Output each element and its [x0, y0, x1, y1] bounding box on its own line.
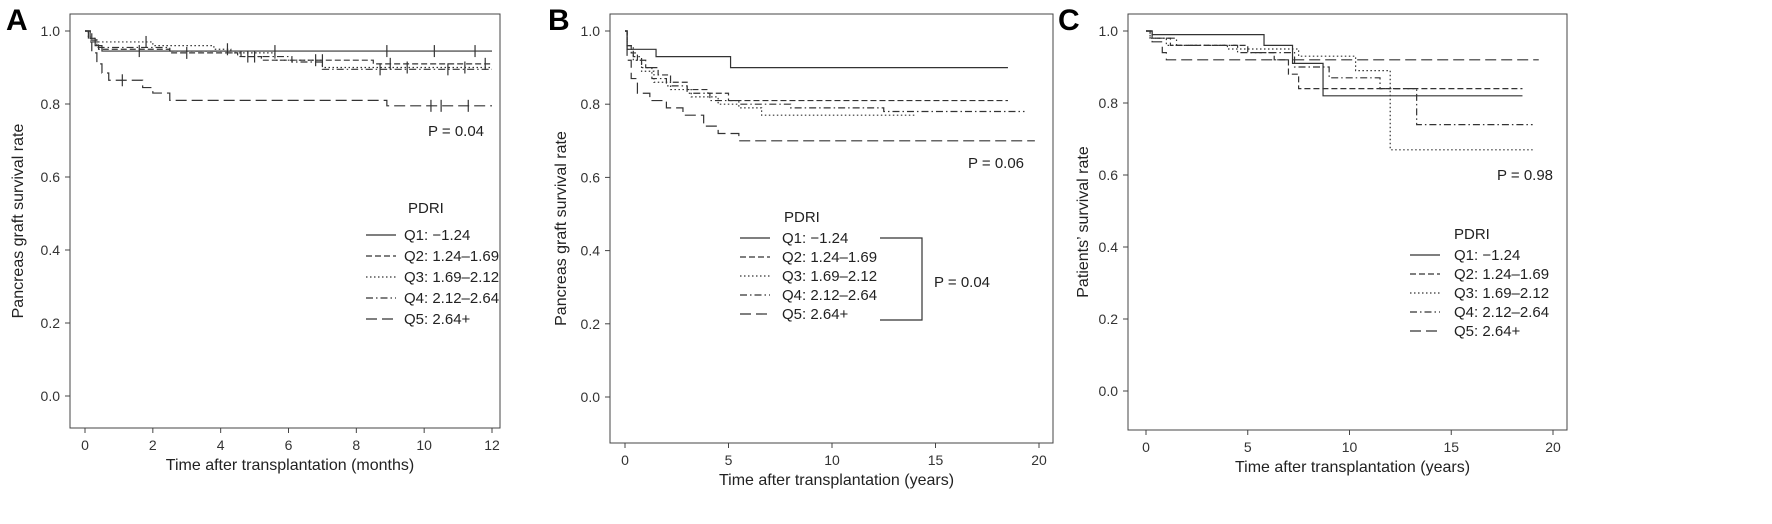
y-tick-label: 0.0 — [1099, 383, 1119, 399]
series-line-q5 — [1146, 30, 1539, 61]
x-tick-label: 12 — [484, 437, 500, 453]
panel-c: C 0.0 0.2 0.4 0.6 0.8 1.0 0 5 10 15 20 Time after tr… — [1058, 4, 1568, 476]
plot-frame — [609, 13, 1054, 444]
series-line-q4 — [625, 30, 1025, 113]
p-value: P = 0.04 — [428, 123, 484, 140]
x-tick-label: 10 — [824, 452, 840, 468]
panel-letter: B — [548, 4, 570, 37]
x-axis-label: Time after transplantation (years) — [1235, 459, 1470, 476]
legend-label-q1: Q1: −1.24 — [404, 227, 470, 244]
series-line-q1 — [1146, 30, 1523, 97]
y-tick-label: 1.0 — [1099, 23, 1119, 39]
y-tick-label: 0.4 — [581, 243, 601, 259]
legend-label-q5: Q5: 2.64+ — [1454, 323, 1521, 340]
series-line-q3 — [625, 30, 915, 116]
panel-a: A 0.0 0.2 0.4 0.6 0.8 1.0 0 2 4 6 8 10 12 Time after t… — [6, 4, 501, 474]
y-tick-label: 0.2 — [1099, 311, 1119, 327]
x-tick-label: 8 — [352, 437, 360, 453]
y-axis-label: Patients’ survival rate — [1075, 146, 1092, 298]
legend-title: PDRI — [408, 200, 444, 217]
y-tick-label: 0.8 — [581, 96, 601, 112]
series-line-q5 — [625, 30, 1035, 142]
y-tick-label: 0.0 — [581, 389, 601, 405]
series-line-q2 — [625, 30, 1008, 102]
y-tick-label: 0.6 — [41, 169, 61, 185]
panel-letter: A — [6, 4, 28, 37]
x-tick-label: 6 — [285, 437, 293, 453]
legend-label-q3: Q3: 1.69–2.12 — [1454, 285, 1549, 302]
x-axis-label: Time after transplantation (months) — [166, 457, 414, 474]
x-tick-label: 20 — [1031, 452, 1047, 468]
x-tick-label: 0 — [621, 452, 629, 468]
y-tick-label: 0.0 — [41, 388, 61, 404]
series-line-q3 — [85, 30, 492, 69]
panel-b: B 0.0 0.2 0.4 0.6 0.8 1.0 0 5 10 15 20 Time after tr… — [548, 4, 1054, 489]
x-axis-label: Time after transplantation (years) — [719, 472, 954, 489]
x-tick-label: 5 — [725, 452, 733, 468]
legend-label-q4: Q4: 2.12–2.64 — [1454, 304, 1549, 321]
series-line-q5 — [85, 30, 492, 107]
legend-label-q2: Q2: 1.24–1.69 — [404, 248, 499, 265]
legend-label-q3: Q3: 1.69–2.12 — [782, 268, 877, 285]
comparison-bracket — [880, 237, 923, 321]
p-value: P = 0.98 — [1497, 167, 1553, 184]
plot-frame — [1127, 13, 1568, 431]
y-tick-label: 0.2 — [581, 316, 601, 332]
legend-label-q4: Q4: 2.12–2.64 — [782, 287, 877, 304]
y-tick-label: 0.6 — [1099, 167, 1119, 183]
x-tick-label: 5 — [1244, 439, 1252, 455]
legend-label-q1: Q1: −1.24 — [1454, 247, 1520, 264]
plot-frame — [69, 13, 501, 429]
x-tick-label: 15 — [928, 452, 944, 468]
y-tick-label: 0.8 — [41, 96, 61, 112]
series-line-q4 — [85, 30, 492, 70]
legend-label-q2: Q2: 1.24–1.69 — [1454, 266, 1549, 283]
p-value: P = 0.06 — [968, 155, 1024, 172]
legend-label-q5: Q5: 2.64+ — [782, 306, 849, 323]
legend-label-q1: Q1: −1.24 — [782, 230, 848, 247]
y-tick-label: 0.4 — [41, 242, 61, 258]
legend-label-q2: Q2: 1.24–1.69 — [782, 249, 877, 266]
x-tick-label: 15 — [1443, 439, 1459, 455]
bracket-p-value: P = 0.04 — [934, 274, 990, 291]
x-tick-label: 0 — [1142, 439, 1150, 455]
legend-label-q5: Q5: 2.64+ — [404, 311, 471, 328]
panel-letter: C — [1058, 4, 1080, 37]
x-tick-label: 10 — [416, 437, 432, 453]
x-tick-label: 10 — [1342, 439, 1358, 455]
y-tick-label: 0.6 — [581, 169, 601, 185]
series-line-q1 — [625, 30, 1008, 69]
y-tick-label: 1.0 — [41, 23, 61, 39]
legend-title: PDRI — [784, 209, 820, 226]
y-tick-label: 0.8 — [1099, 95, 1119, 111]
x-tick-label: 4 — [217, 437, 225, 453]
y-tick-label: 0.2 — [41, 315, 61, 331]
y-axis-label: Pancreas graft survival rate — [10, 124, 27, 319]
x-tick-label: 0 — [81, 437, 89, 453]
legend-label-q4: Q4: 2.12–2.64 — [404, 290, 499, 307]
series-line-q2 — [85, 30, 492, 65]
x-tick-label: 20 — [1545, 439, 1561, 455]
legend-title: PDRI — [1454, 226, 1490, 243]
legend-label-q3: Q3: 1.69–2.12 — [404, 269, 499, 286]
y-axis-label: Pancreas graft survival rate — [553, 131, 570, 326]
series-line-q3 — [1146, 30, 1533, 151]
x-tick-label: 2 — [149, 437, 157, 453]
y-tick-label: 0.4 — [1099, 239, 1119, 255]
y-tick-label: 1.0 — [581, 23, 601, 39]
